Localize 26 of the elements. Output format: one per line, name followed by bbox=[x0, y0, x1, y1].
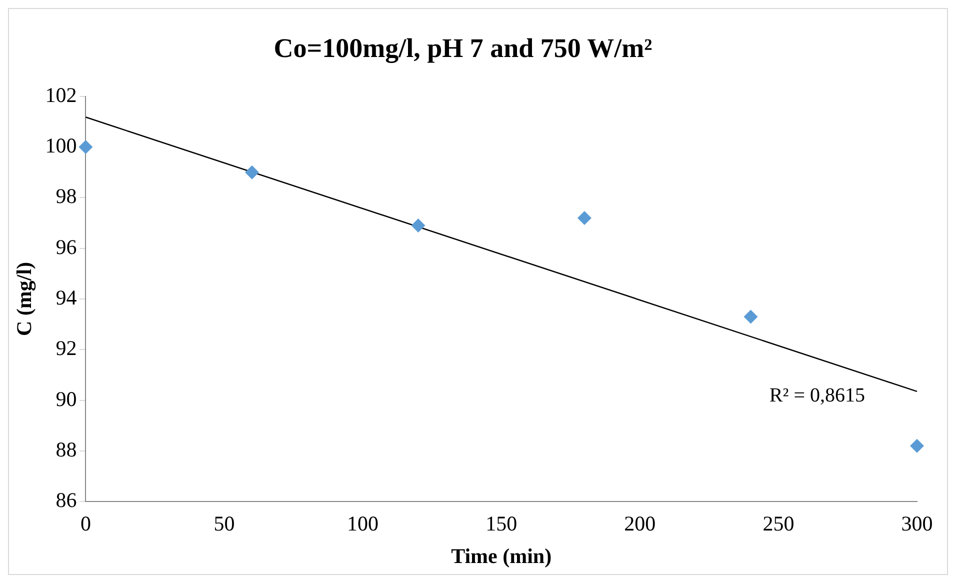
point bbox=[411, 218, 426, 233]
x-tick-label: 0 bbox=[80, 512, 91, 536]
y-tick-label: 94 bbox=[56, 286, 78, 310]
y-tick-label: 90 bbox=[56, 386, 77, 411]
x-axis-title: Time (min) bbox=[451, 544, 552, 568]
x-tick-label: 250 bbox=[762, 512, 794, 536]
y-tick-label: 92 bbox=[56, 336, 77, 360]
x-tick-label: 150 bbox=[486, 512, 518, 536]
chart-title: Co=100mg/l, pH 7 and 750 W/m² bbox=[274, 33, 652, 64]
x-tick-label: 300 bbox=[901, 512, 933, 536]
y-tick-label: 98 bbox=[56, 184, 77, 208]
y-axis-title: C (mg/l) bbox=[12, 262, 36, 336]
annotation: R² = 0,8615 bbox=[769, 384, 866, 406]
point bbox=[910, 438, 924, 453]
y-tick-label: 88 bbox=[56, 437, 77, 462]
y-tick-label: 102 bbox=[45, 82, 77, 107]
y-tick-label: 96 bbox=[56, 234, 77, 259]
point bbox=[78, 140, 93, 154]
point bbox=[244, 165, 259, 180]
x-tick-label: 50 bbox=[214, 512, 235, 536]
point bbox=[744, 310, 758, 324]
point bbox=[577, 210, 592, 225]
y-tick-label: 100 bbox=[45, 134, 77, 158]
y-tick-label: 86 bbox=[56, 488, 77, 512]
x-tick-label: 200 bbox=[624, 512, 656, 536]
x-tick-label: 100 bbox=[347, 512, 379, 536]
